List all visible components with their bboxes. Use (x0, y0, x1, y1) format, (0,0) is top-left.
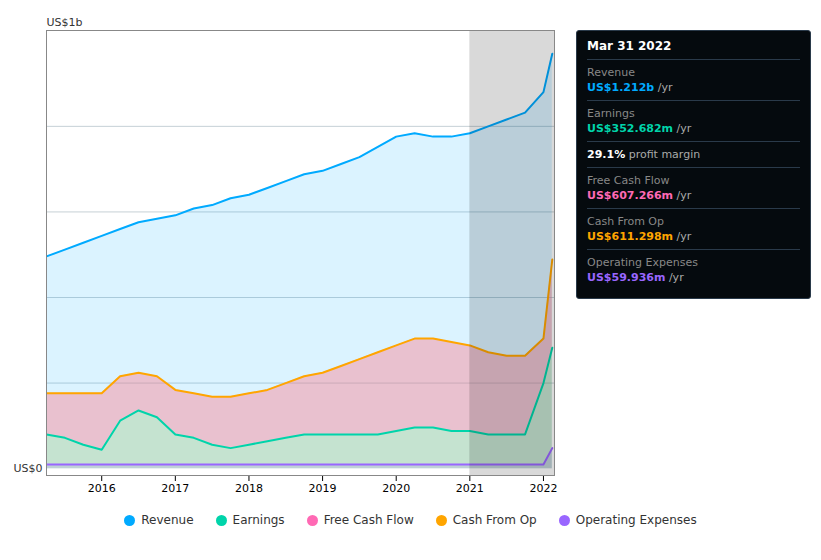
html-text:Earnings: Earnings (232, 513, 285, 527)
html-text:Cash From Op: Cash From Op (587, 215, 664, 228)
svg-text:2016: 2016 (88, 482, 116, 495)
html-text:Free Cash Flow: Free Cash Flow (587, 174, 670, 187)
svg-text:US$0: US$0 (13, 462, 42, 475)
html-text:Operating Expenses: Operating Expenses (587, 256, 698, 269)
html-text:Free Cash Flow: Free Cash Flow (323, 513, 414, 527)
html-text:Cash From Op: Cash From Op (452, 513, 537, 527)
html-text:US$352.682m /yr: US$352.682m /yr (587, 122, 692, 135)
html-text:Revenue: Revenue (587, 66, 635, 79)
html-text:Earnings: Earnings (587, 107, 635, 120)
html-text:Operating Expenses: Operating Expenses (575, 513, 697, 527)
svg-text:2019: 2019 (309, 482, 337, 495)
svg-text:2018: 2018 (235, 482, 263, 495)
svg-text:2020: 2020 (382, 482, 410, 495)
svg-text:2022: 2022 (529, 482, 557, 495)
html-text:US$607.266m /yr: US$607.266m /yr (587, 189, 692, 202)
html-text:US$59.936m /yr: US$59.936m /yr (587, 271, 684, 284)
svg-text:US$1b: US$1b (47, 16, 83, 29)
svg-text:2021: 2021 (456, 482, 484, 495)
html-text:US$611.298m /yr: US$611.298m /yr (587, 230, 692, 243)
html-text:US$1.212b /yr: US$1.212b /yr (587, 81, 673, 94)
html-text:29.1% profit margin: 29.1% profit margin (587, 148, 701, 161)
html-text:Mar 31 2022: Mar 31 2022 (587, 39, 672, 53)
html-text:Revenue: Revenue (141, 513, 194, 527)
svg-text:2017: 2017 (161, 482, 189, 495)
